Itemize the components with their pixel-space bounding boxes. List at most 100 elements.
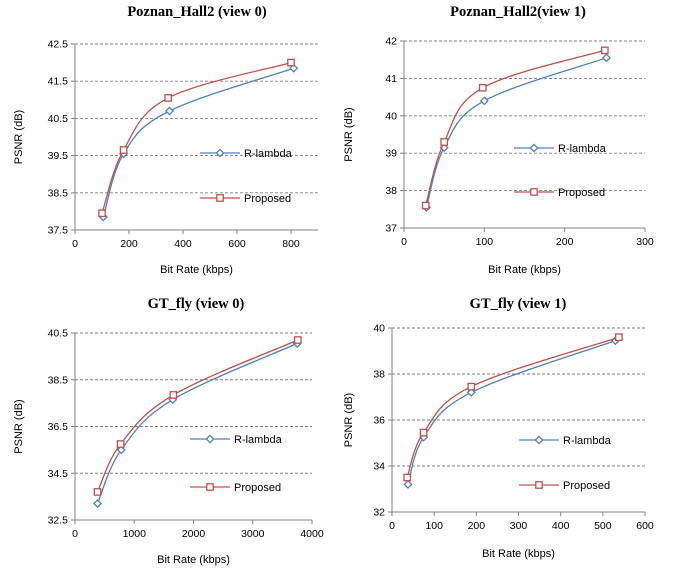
series-line-r-lambda (102, 67, 294, 218)
data-point-r-lambda (116, 445, 126, 455)
legend-item: Proposed (200, 193, 291, 205)
legend-marker (216, 194, 224, 202)
data-point-proposed (98, 209, 106, 218)
y-tick-label: 34 (373, 461, 385, 473)
y-tick-label: 40.5 (48, 113, 69, 125)
x-axis-label: Bit Rate (kbps) (160, 264, 233, 276)
x-tick-label: 200 (120, 238, 138, 250)
chart-title: Poznan_Hall2 (view 0) (127, 4, 267, 20)
y-axis-label: PSNR (dB) (13, 110, 25, 164)
y-tick-label: 42 (385, 36, 397, 48)
y-tick-label: 36 (373, 415, 385, 427)
x-tick-label: 0 (389, 520, 395, 532)
data-point-proposed (293, 336, 302, 344)
y-tick-label: 38 (385, 185, 397, 197)
x-tick-label: 0 (72, 238, 78, 250)
x-tick-label: 2000 (182, 528, 206, 540)
data-point-proposed (116, 440, 125, 448)
y-axis-label: PSNR (dB) (343, 107, 355, 161)
data-point-r-lambda (92, 499, 103, 509)
x-tick-label: 600 (636, 520, 654, 532)
data-point-r-lambda (479, 96, 489, 106)
legend-label: Proposed (244, 193, 291, 205)
data-point-proposed (615, 333, 623, 342)
y-tick-label: 32 (373, 507, 385, 519)
data-point-proposed (287, 58, 295, 67)
legend-marker (205, 434, 215, 444)
series-line-proposed (406, 336, 620, 478)
data-point-proposed (440, 138, 449, 146)
legend-item: R-lambda (200, 148, 293, 160)
series-line-r-lambda (96, 342, 298, 504)
x-tick-label: 4000 (300, 528, 324, 540)
chart-title: Poznan_Hall2(view 1) (450, 4, 586, 20)
data-point-proposed (164, 94, 172, 102)
legend-item: R-lambda (514, 143, 607, 155)
x-axis-label: Bit Rate (kbps) (482, 548, 555, 560)
x-tick-label: 800 (282, 238, 300, 250)
legend-marker (215, 148, 225, 158)
data-point-r-lambda (164, 106, 175, 116)
y-tick-label: 42.5 (48, 39, 69, 51)
y-tick-label: 41.5 (48, 76, 69, 88)
data-point-proposed (119, 146, 128, 154)
chart-panel-1: Poznan_Hall2 (view 0) 37.5 38.5 39.5 40.5 41.… (13, 4, 318, 276)
series-line-r-lambda (425, 57, 607, 208)
legend-label: Proposed (234, 482, 281, 494)
y-tick-label: 39.5 (48, 150, 69, 162)
legend-marker (529, 143, 539, 153)
x-tick-label: 300 (636, 236, 654, 248)
legend-item: Proposed (514, 187, 605, 199)
x-tick-label: 200 (556, 236, 574, 248)
x-tick-label: 3000 (241, 528, 265, 540)
legend-item: R-lambda (190, 434, 283, 446)
y-tick-label: 39 (385, 148, 397, 160)
data-point-r-lambda (466, 387, 476, 397)
x-tick-label: 100 (476, 236, 494, 248)
legend-label: Proposed (558, 187, 605, 199)
data-point-proposed (403, 473, 412, 482)
chart-panel-3: GT_fly (view 0) 32.5 34.5 36.5 38.5 40.5 0 1000… (13, 296, 324, 566)
data-point-r-lambda (403, 479, 413, 489)
y-tick-label: 37 (385, 223, 397, 235)
y-tick-label: 34.5 (48, 468, 69, 480)
series-line-proposed (96, 339, 299, 493)
y-tick-label: 37.5 (48, 225, 69, 237)
legend-label: R-lambda (234, 434, 283, 446)
y-tick-label: 40.5 (48, 328, 69, 340)
chart-panel-2: Poznan_Hall2(view 1) 37 38 39 40 41 42 0 100 200 3… (343, 4, 654, 276)
x-tick-label: 600 (228, 238, 246, 250)
legend-marker (534, 435, 544, 445)
y-axis-label: PSNR (dB) (343, 393, 355, 447)
y-tick-label: 40 (385, 110, 397, 122)
legend-item: R-lambda (519, 435, 612, 447)
legend-label: R-lambda (244, 148, 293, 160)
x-tick-label: 1000 (123, 528, 147, 540)
legend-item: Proposed (519, 480, 610, 492)
y-tick-label: 38.5 (48, 187, 69, 199)
data-point-r-lambda (601, 53, 611, 63)
x-tick-label: 500 (594, 520, 612, 532)
y-tick-label: 38 (373, 369, 385, 381)
chart-title: GT_fly (view 1) (470, 296, 567, 312)
y-tick-label: 41 (385, 73, 397, 85)
x-axis-label: Bit Rate (kbps) (488, 264, 561, 276)
y-tick-label: 38.5 (48, 374, 69, 386)
x-tick-label: 0 (401, 236, 407, 248)
legend-marker (535, 481, 543, 489)
y-axis-label: PSNR (dB) (13, 399, 25, 453)
x-tick-label: 300 (510, 520, 528, 532)
legend-label: Proposed (563, 480, 610, 492)
x-tick-label: 100 (425, 520, 443, 532)
series-line-r-lambda (407, 339, 616, 485)
y-tick-label: 36.5 (48, 421, 69, 433)
data-point-proposed (169, 391, 178, 399)
data-point-proposed (467, 382, 476, 391)
legend-label: R-lambda (563, 435, 612, 447)
data-point-proposed (93, 488, 102, 496)
x-tick-label: 400 (174, 238, 192, 250)
series-line-proposed (425, 49, 605, 206)
legend-marker (530, 188, 538, 196)
